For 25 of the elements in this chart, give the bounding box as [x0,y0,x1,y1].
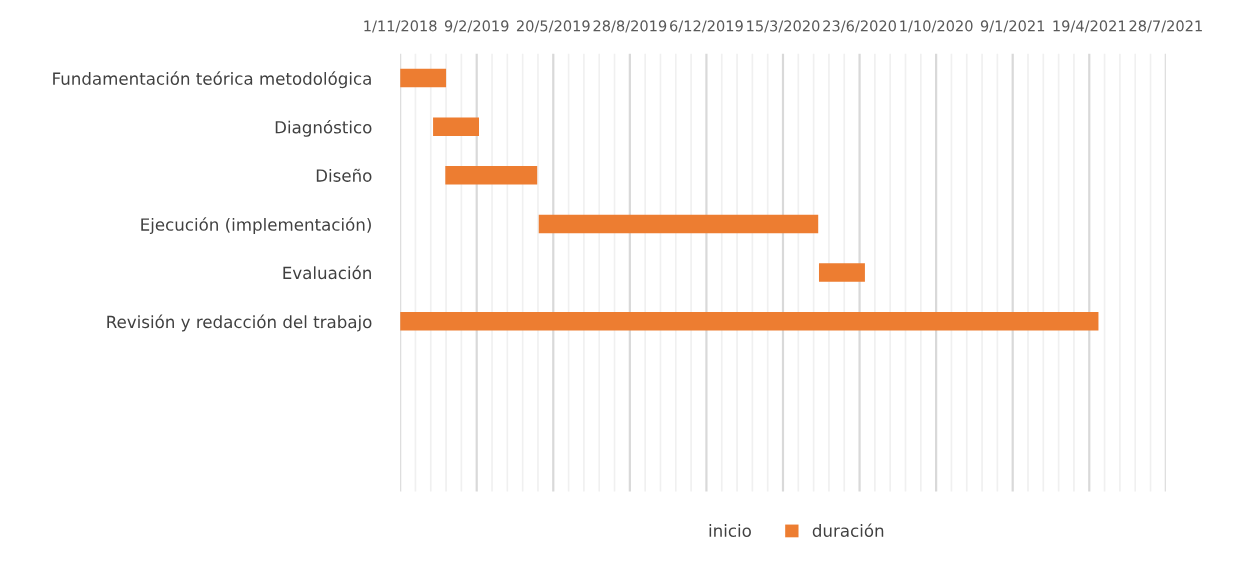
x-tick-label: 6/12/2019 [670,20,743,33]
x-tick-label: 28/7/2021 [1129,20,1202,33]
x-tick-label: 1/10/2020 [900,20,973,33]
bar [538,214,819,234]
x-tick-label: 20/5/2019 [516,20,590,33]
bar [445,166,538,185]
y-tick-label: Diagnóstico [275,119,372,137]
y-tick-label: Diseño [316,168,372,182]
bar [433,117,480,136]
x-tick-label: 9/1/2021 [980,20,1045,33]
x-tick-label: 19/4/2021 [1053,20,1126,33]
y-tick-label: Evaluación [283,265,371,280]
x-tick-label: 15/3/2020 [747,20,820,33]
x-tick-label: 9/2/2019 [444,20,509,33]
bar [400,68,447,88]
y-tick-label: Ejecución (implementación) [141,217,371,235]
x-tick-label: 1/11/2018 [364,20,437,33]
x-tick-label: 23/6/2020 [823,20,896,33]
y-tick-label: Fundamentación teórica metodológica [53,71,371,89]
y-tick-label: Revisión y redacción del trabajo [107,314,372,332]
text: inicio [709,524,751,537]
legend-label: duración [812,523,884,537]
bar [400,312,1099,331]
bar [818,263,865,282]
x-tick-label: 28/8/2019 [593,20,667,33]
